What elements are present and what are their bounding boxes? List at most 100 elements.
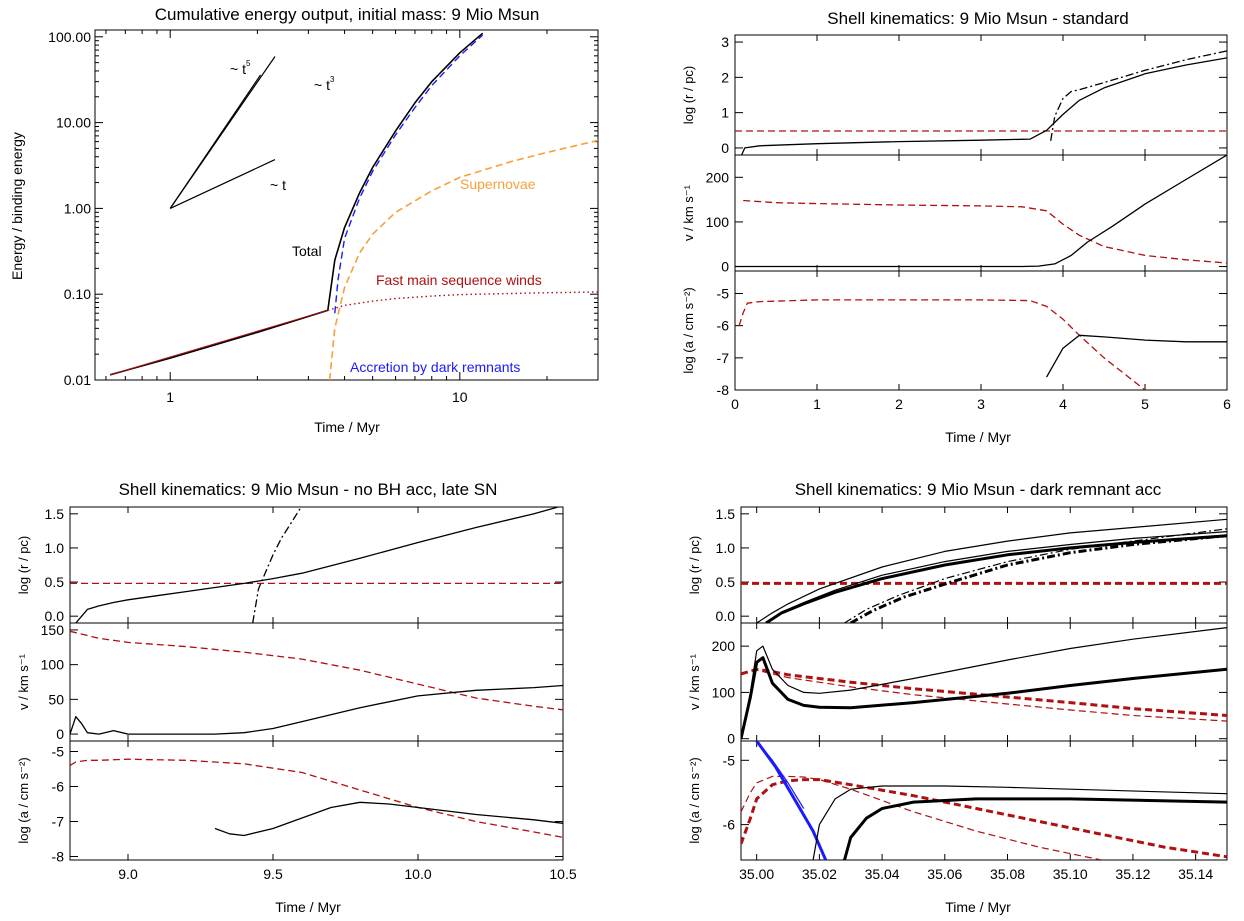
- series-line: [70, 758, 563, 838]
- reference-slope-line: [169, 159, 276, 209]
- y-tick-label: 0: [721, 140, 729, 156]
- y-tick-label: 0.01: [64, 372, 91, 388]
- no-bh-acc-kinematics-chart: Shell kinematics: 9 Mio Msun - no BH acc…: [16, 480, 577, 915]
- series-line: [849, 534, 1227, 623]
- series-line: [843, 797, 1227, 860]
- series-line: [109, 309, 328, 376]
- y-tick-label: -6: [723, 817, 736, 833]
- plot-frame: [734, 154, 1228, 272]
- y-tick-label: 100: [712, 684, 736, 700]
- x-tick-label: 35.06: [927, 866, 962, 882]
- series-line: [252, 507, 302, 623]
- y-tick-label: 200: [712, 638, 736, 654]
- y-tick-label: 0: [727, 731, 735, 747]
- series-line: [741, 667, 1227, 717]
- standard-kinematics-chart: Shell kinematics: 9 Mio Msun - standard …: [681, 9, 1231, 445]
- y-axis-label: Energy / binding energy: [9, 132, 25, 280]
- series-line: [741, 778, 1227, 859]
- slope-label-t: ~ t: [270, 177, 286, 193]
- series-line: [328, 139, 598, 380]
- x-tick-label: 10.5: [549, 866, 576, 882]
- y-tick-label: -5: [52, 744, 65, 760]
- y-tick-label: 50: [48, 691, 64, 707]
- chart-title: Shell kinematics: 9 Mio Msun - standard: [827, 9, 1128, 28]
- x-tick-label: 9.0: [118, 866, 138, 882]
- series-line: [741, 57, 1227, 155]
- chart-title: Cumulative energy output, initial mass: …: [155, 5, 540, 24]
- y-tick-label: -7: [717, 350, 730, 366]
- series-line: [70, 684, 563, 735]
- y-tick-label: 0.0: [716, 608, 736, 624]
- x-tick-label: 35.08: [990, 866, 1025, 882]
- plot-area: 0.0 0.5 1.0 1.5 log (r / pc) 0 100 200 v / km s⁻…: [687, 506, 1228, 882]
- series-line: [214, 801, 563, 837]
- y-tick-label: 100: [706, 214, 730, 230]
- y-tick-label: 0: [721, 259, 729, 275]
- plot-area: 1 10 0.01 0.10 1.00 10.00 100.00: [48, 29, 599, 405]
- panel-y-axis-label: log (a / cm s⁻²): [681, 287, 696, 373]
- series-line: [735, 155, 1227, 268]
- y-tick-label: -5: [723, 752, 736, 768]
- series-line: [741, 656, 1227, 740]
- series-line: [75, 507, 561, 623]
- plot-frame: [740, 506, 1228, 624]
- x-tick-label: 9.5: [263, 866, 283, 882]
- series-line: [765, 534, 1227, 623]
- series-line: [327, 291, 598, 311]
- y-tick-label: -8: [717, 382, 730, 398]
- plot-area: 0 1 2 3 log (r / pc) 0 100 200 v / km s⁻¹ -5 -6 -7 -…: [681, 34, 1231, 412]
- x-tick-label: 1: [166, 389, 174, 405]
- y-tick-label: 100.00: [48, 29, 91, 45]
- y-tick-label: 1.00: [64, 200, 91, 216]
- slope-label-t5: ~ t5: [230, 59, 251, 77]
- dark-remnant-acc-kinematics-chart: Shell kinematics: 9 Mio Msun - dark remn…: [687, 480, 1228, 915]
- y-tick-label: 150: [41, 622, 65, 638]
- y-tick-label: 200: [706, 169, 730, 185]
- y-tick-label: 100: [41, 657, 65, 673]
- series-line: [1046, 334, 1227, 378]
- plot-frame: [69, 622, 564, 742]
- series-label-accretion: Accretion by dark remnants: [350, 359, 520, 375]
- x-tick-label: 2: [895, 396, 903, 412]
- y-tick-label: 10.00: [56, 115, 91, 131]
- x-tick-label: 10.0: [404, 866, 431, 882]
- y-tick-label: 0.5: [716, 574, 736, 590]
- series-line: [755, 741, 828, 860]
- series-line: [812, 785, 1227, 860]
- y-tick-label: -8: [52, 849, 65, 865]
- y-tick-label: -6: [52, 779, 65, 795]
- panel-y-axis-label: log (r / pc): [687, 536, 702, 595]
- panel-y-axis-label: v / km s⁻¹: [687, 653, 702, 710]
- series-line: [738, 299, 1146, 390]
- series-line: [109, 32, 484, 376]
- y-tick-label: 2: [721, 69, 729, 85]
- series-line: [741, 669, 1227, 722]
- series-line: [741, 775, 1102, 860]
- y-tick-label: 1.5: [45, 506, 65, 522]
- series-line: [1050, 50, 1227, 142]
- y-tick-label: 0.0: [45, 608, 65, 624]
- x-tick-label: 35.04: [865, 866, 900, 882]
- series-line: [741, 627, 1227, 739]
- x-axis-label: Time / Myr: [945, 429, 1011, 445]
- plot-frame: [94, 29, 599, 381]
- y-tick-label: 3: [721, 34, 729, 50]
- x-tick-label: 35.10: [1053, 866, 1088, 882]
- y-tick-label: 0.5: [45, 574, 65, 590]
- energy-output-chart: Cumulative energy output, initial mass: …: [9, 5, 599, 435]
- series-line: [70, 630, 563, 711]
- x-tick-label: 35.00: [739, 866, 774, 882]
- panel-y-axis-label: log (r / pc): [681, 66, 696, 125]
- panel-y-axis-label: log (a / cm s⁻²): [687, 757, 702, 843]
- plot-frame: [740, 740, 1228, 861]
- series-label-winds: Fast main sequence winds: [376, 272, 542, 288]
- chart-title: Shell kinematics: 9 Mio Msun - dark remn…: [795, 480, 1162, 499]
- x-tick-label: 35.12: [1115, 866, 1150, 882]
- panel-y-axis-label: log (a / cm s⁻²): [16, 757, 31, 843]
- plot-frame: [69, 740, 564, 861]
- x-tick-label: 3: [977, 396, 985, 412]
- y-tick-label: 1.0: [716, 540, 736, 556]
- plot-frame: [740, 622, 1228, 742]
- x-tick-label: 10: [452, 389, 468, 405]
